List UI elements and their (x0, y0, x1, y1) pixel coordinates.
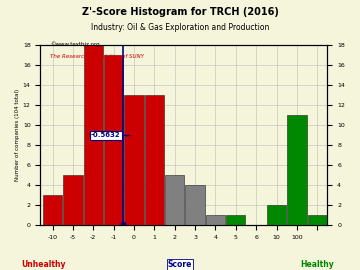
Bar (43, 195, 62, 225)
Bar (226, 215, 246, 225)
Text: ©www.textbiz.org: ©www.textbiz.org (50, 42, 100, 48)
Y-axis label: Number of companies (104 total): Number of companies (104 total) (15, 89, 20, 181)
Bar (104, 55, 123, 225)
Bar (165, 176, 184, 225)
Text: Score: Score (168, 260, 192, 269)
Bar (124, 95, 144, 225)
Bar (307, 215, 327, 225)
Bar (287, 115, 306, 225)
Bar (185, 185, 205, 225)
Text: Z'-Score Histogram for TRCH (2016): Z'-Score Histogram for TRCH (2016) (82, 7, 278, 17)
Text: Industry: Oil & Gas Exploration and Production: Industry: Oil & Gas Exploration and Prod… (91, 23, 269, 32)
Bar (206, 215, 225, 225)
Bar (84, 45, 103, 225)
Bar (63, 176, 82, 225)
Text: Healthy: Healthy (300, 260, 334, 269)
Bar (267, 205, 286, 225)
Text: -0.5632: -0.5632 (91, 132, 121, 139)
Bar (145, 95, 164, 225)
Text: Unhealthy: Unhealthy (21, 260, 66, 269)
Text: The Research Foundation of SUNY: The Research Foundation of SUNY (50, 54, 144, 59)
